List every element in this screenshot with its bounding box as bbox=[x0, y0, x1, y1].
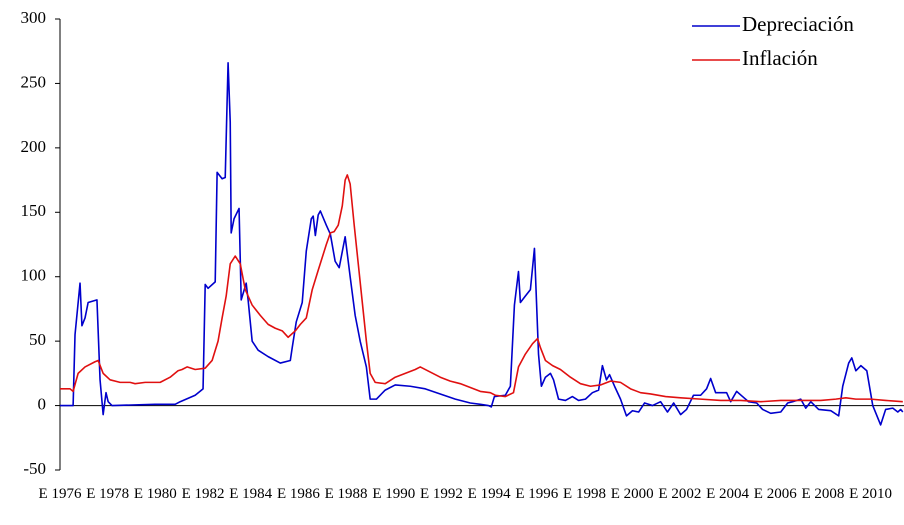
x-tick-label: E 1988 bbox=[324, 486, 368, 502]
x-tick-label: E 1982 bbox=[181, 486, 225, 502]
legend-label: Depreciación bbox=[742, 12, 854, 36]
x-tick-label: E 2004 bbox=[706, 486, 750, 502]
x-tick-label: E 2000 bbox=[610, 486, 654, 502]
legend-label: Inflación bbox=[742, 46, 818, 70]
y-tick-label: 250 bbox=[21, 72, 47, 91]
x-tick-label: E 1990 bbox=[372, 486, 416, 502]
x-tick-label: E 1998 bbox=[563, 486, 606, 502]
x-tick-label: E 1996 bbox=[515, 486, 559, 502]
series-line bbox=[60, 62, 904, 426]
y-tick-label: 0 bbox=[38, 394, 47, 413]
x-tick-label: E 1978 bbox=[86, 486, 130, 502]
y-tick-label: 150 bbox=[21, 201, 47, 220]
y-tick-label: -50 bbox=[23, 459, 46, 478]
x-tick-label: E 1994 bbox=[467, 486, 511, 502]
x-tick-label: E 2002 bbox=[658, 486, 702, 502]
x-tick-label: E 2006 bbox=[753, 486, 797, 502]
series-line bbox=[60, 174, 903, 403]
y-tick-label: 50 bbox=[29, 330, 46, 349]
x-tick-label: E 1976 bbox=[38, 486, 82, 502]
y-tick-label: 300 bbox=[21, 8, 47, 27]
x-tick-label: E 1992 bbox=[420, 486, 463, 502]
x-tick-label: E 1980 bbox=[133, 486, 177, 502]
x-tick-label: E 2008 bbox=[801, 486, 845, 502]
y-tick-label: 100 bbox=[21, 266, 47, 285]
y-tick-label: 200 bbox=[21, 137, 47, 156]
x-tick-label: E 2010 bbox=[849, 486, 893, 502]
x-tick-label: E 1984 bbox=[229, 486, 273, 502]
x-tick-label: E 1986 bbox=[276, 486, 320, 502]
